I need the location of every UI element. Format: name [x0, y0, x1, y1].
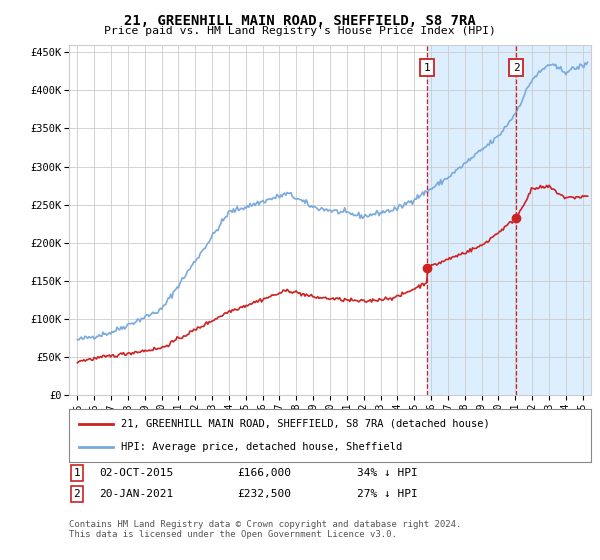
Text: HPI: Average price, detached house, Sheffield: HPI: Average price, detached house, Shef…: [121, 442, 403, 452]
Text: 2: 2: [512, 63, 520, 73]
Text: 34% ↓ HPI: 34% ↓ HPI: [357, 468, 418, 478]
Text: £166,000: £166,000: [237, 468, 291, 478]
Text: 1: 1: [424, 63, 430, 73]
Text: 21, GREENHILL MAIN ROAD, SHEFFIELD, S8 7RA: 21, GREENHILL MAIN ROAD, SHEFFIELD, S8 7…: [124, 14, 476, 28]
Text: £232,500: £232,500: [237, 489, 291, 499]
Text: 20-JAN-2021: 20-JAN-2021: [99, 489, 173, 499]
Text: 1: 1: [73, 468, 80, 478]
Text: 02-OCT-2015: 02-OCT-2015: [99, 468, 173, 478]
Text: Contains HM Land Registry data © Crown copyright and database right 2024.
This d: Contains HM Land Registry data © Crown c…: [69, 520, 461, 539]
Text: 2: 2: [73, 489, 80, 499]
Text: Price paid vs. HM Land Registry's House Price Index (HPI): Price paid vs. HM Land Registry's House …: [104, 26, 496, 36]
Bar: [427, 45, 591, 395]
Text: 21, GREENHILL MAIN ROAD, SHEFFIELD, S8 7RA (detached house): 21, GREENHILL MAIN ROAD, SHEFFIELD, S8 7…: [121, 419, 490, 429]
Text: 27% ↓ HPI: 27% ↓ HPI: [357, 489, 418, 499]
